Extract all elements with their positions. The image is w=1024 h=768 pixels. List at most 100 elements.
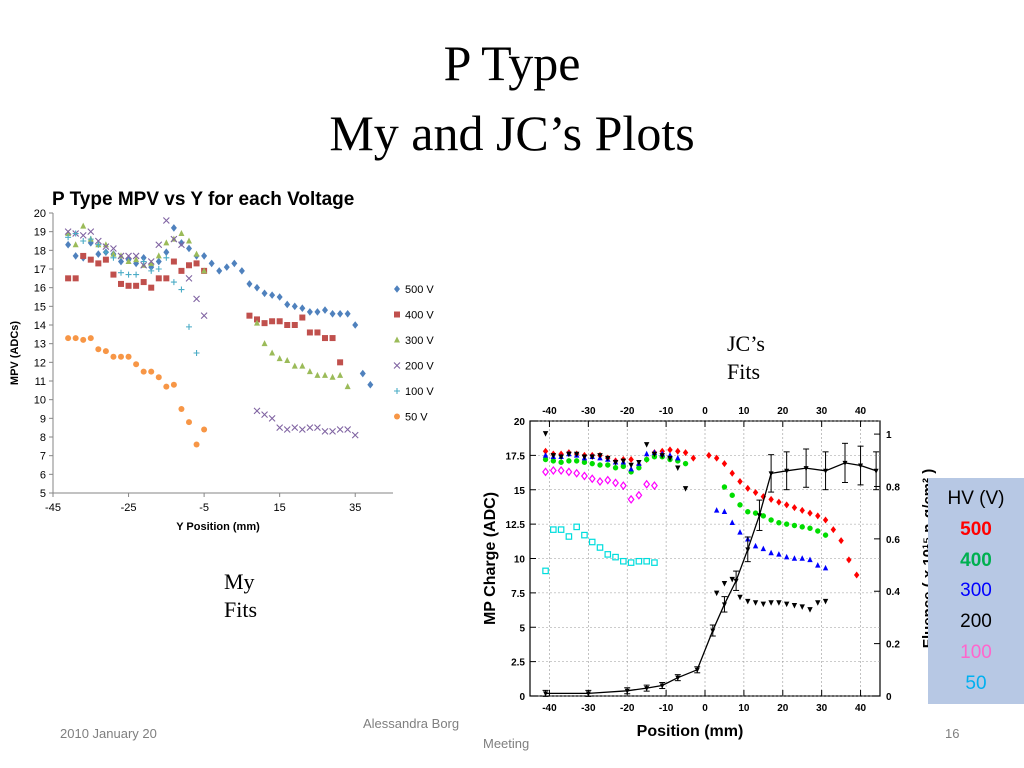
data-point (682, 460, 689, 467)
data-point (95, 250, 102, 258)
data-point (208, 259, 215, 268)
data-point (807, 607, 813, 613)
data-point (651, 451, 658, 458)
data-point (627, 494, 635, 504)
data-point (254, 283, 260, 292)
data-point (118, 269, 124, 276)
y-tick-label: 2.5 (511, 658, 525, 669)
data-point (729, 519, 735, 525)
y-tick-label: 7.5 (511, 589, 525, 600)
series-50 (542, 523, 658, 575)
data-point (186, 244, 192, 253)
data-point (314, 329, 321, 336)
data-point (102, 243, 110, 250)
data-point (550, 526, 557, 533)
data-point (550, 458, 557, 464)
data-point (133, 256, 140, 263)
y-tick-label: 14 (34, 320, 46, 332)
data-point (329, 373, 336, 380)
data-point (276, 424, 284, 432)
series-400-v (65, 252, 344, 366)
data-point (125, 252, 132, 260)
data-point (110, 254, 117, 261)
data-point (803, 466, 809, 472)
legend-label: 100 V (405, 386, 434, 398)
data-point (710, 628, 716, 634)
data-point (823, 468, 829, 474)
data-point (140, 279, 147, 286)
data-point (314, 308, 321, 316)
data-point (752, 542, 759, 549)
data-point (694, 667, 700, 673)
data-point (799, 555, 805, 561)
data-point (299, 304, 306, 312)
data-point (102, 256, 109, 263)
data-point (745, 598, 751, 605)
data-point (791, 522, 798, 529)
data-point (72, 335, 79, 342)
data-point (667, 446, 673, 454)
data-point (858, 463, 864, 469)
hv-legend-item: 500 (960, 519, 992, 540)
data-point (573, 468, 581, 478)
data-point (636, 460, 642, 466)
data-point (261, 289, 268, 298)
data-point (201, 267, 208, 274)
y-tick-label: 10 (34, 395, 46, 407)
data-point (155, 241, 163, 249)
data-point (254, 319, 260, 326)
data-point (163, 254, 170, 261)
legend-entry: 50 V (394, 412, 428, 424)
footer-author: Alessandra Borg (363, 716, 460, 731)
y-tick-label: 7 (40, 451, 46, 463)
legend-entry: 100 V (394, 386, 434, 398)
data-point (140, 368, 147, 375)
data-point (118, 280, 124, 287)
x-tick-label: 10 (738, 703, 750, 714)
data-point (276, 293, 283, 301)
data-point (776, 520, 782, 526)
data-point (352, 321, 359, 329)
data-point (299, 362, 306, 369)
y-tick-label: 9 (40, 413, 46, 425)
data-point (155, 275, 162, 282)
y-axis-label: MP Charge (ADC) (482, 492, 499, 625)
y-tick-label: 15 (514, 486, 526, 497)
series-300-v (65, 222, 351, 390)
data-point (337, 371, 344, 378)
data-point (118, 353, 124, 360)
y-tick-label: 5 (519, 623, 525, 634)
data-point (721, 602, 727, 608)
data-point (80, 252, 87, 259)
data-point (65, 275, 72, 282)
data-point (133, 361, 140, 368)
data-point (596, 544, 604, 551)
data-point (351, 431, 359, 439)
data-point (558, 459, 564, 465)
data-point (95, 346, 102, 353)
data-point (65, 335, 72, 342)
data-point (72, 252, 79, 260)
data-point (132, 252, 140, 260)
data-point (72, 241, 79, 248)
y2-tick-label: 0.2 (886, 640, 900, 651)
data-point (306, 424, 314, 432)
data-point (322, 371, 328, 378)
data-point (838, 537, 844, 545)
y-tick-label: 5 (40, 488, 46, 500)
legend-label: 50 V (405, 412, 428, 424)
data-point (807, 525, 813, 531)
x-tick-label: -10 (659, 703, 674, 714)
data-point (284, 300, 291, 309)
data-point (261, 340, 268, 347)
data-point (768, 600, 774, 606)
data-point (367, 380, 374, 389)
data-point (254, 316, 260, 323)
data-point (193, 250, 200, 257)
data-point (733, 578, 739, 584)
data-point (125, 353, 132, 360)
data-point (807, 556, 813, 563)
data-point (125, 282, 132, 289)
data-point (133, 282, 140, 289)
x-tick-label: 20 (777, 703, 789, 714)
